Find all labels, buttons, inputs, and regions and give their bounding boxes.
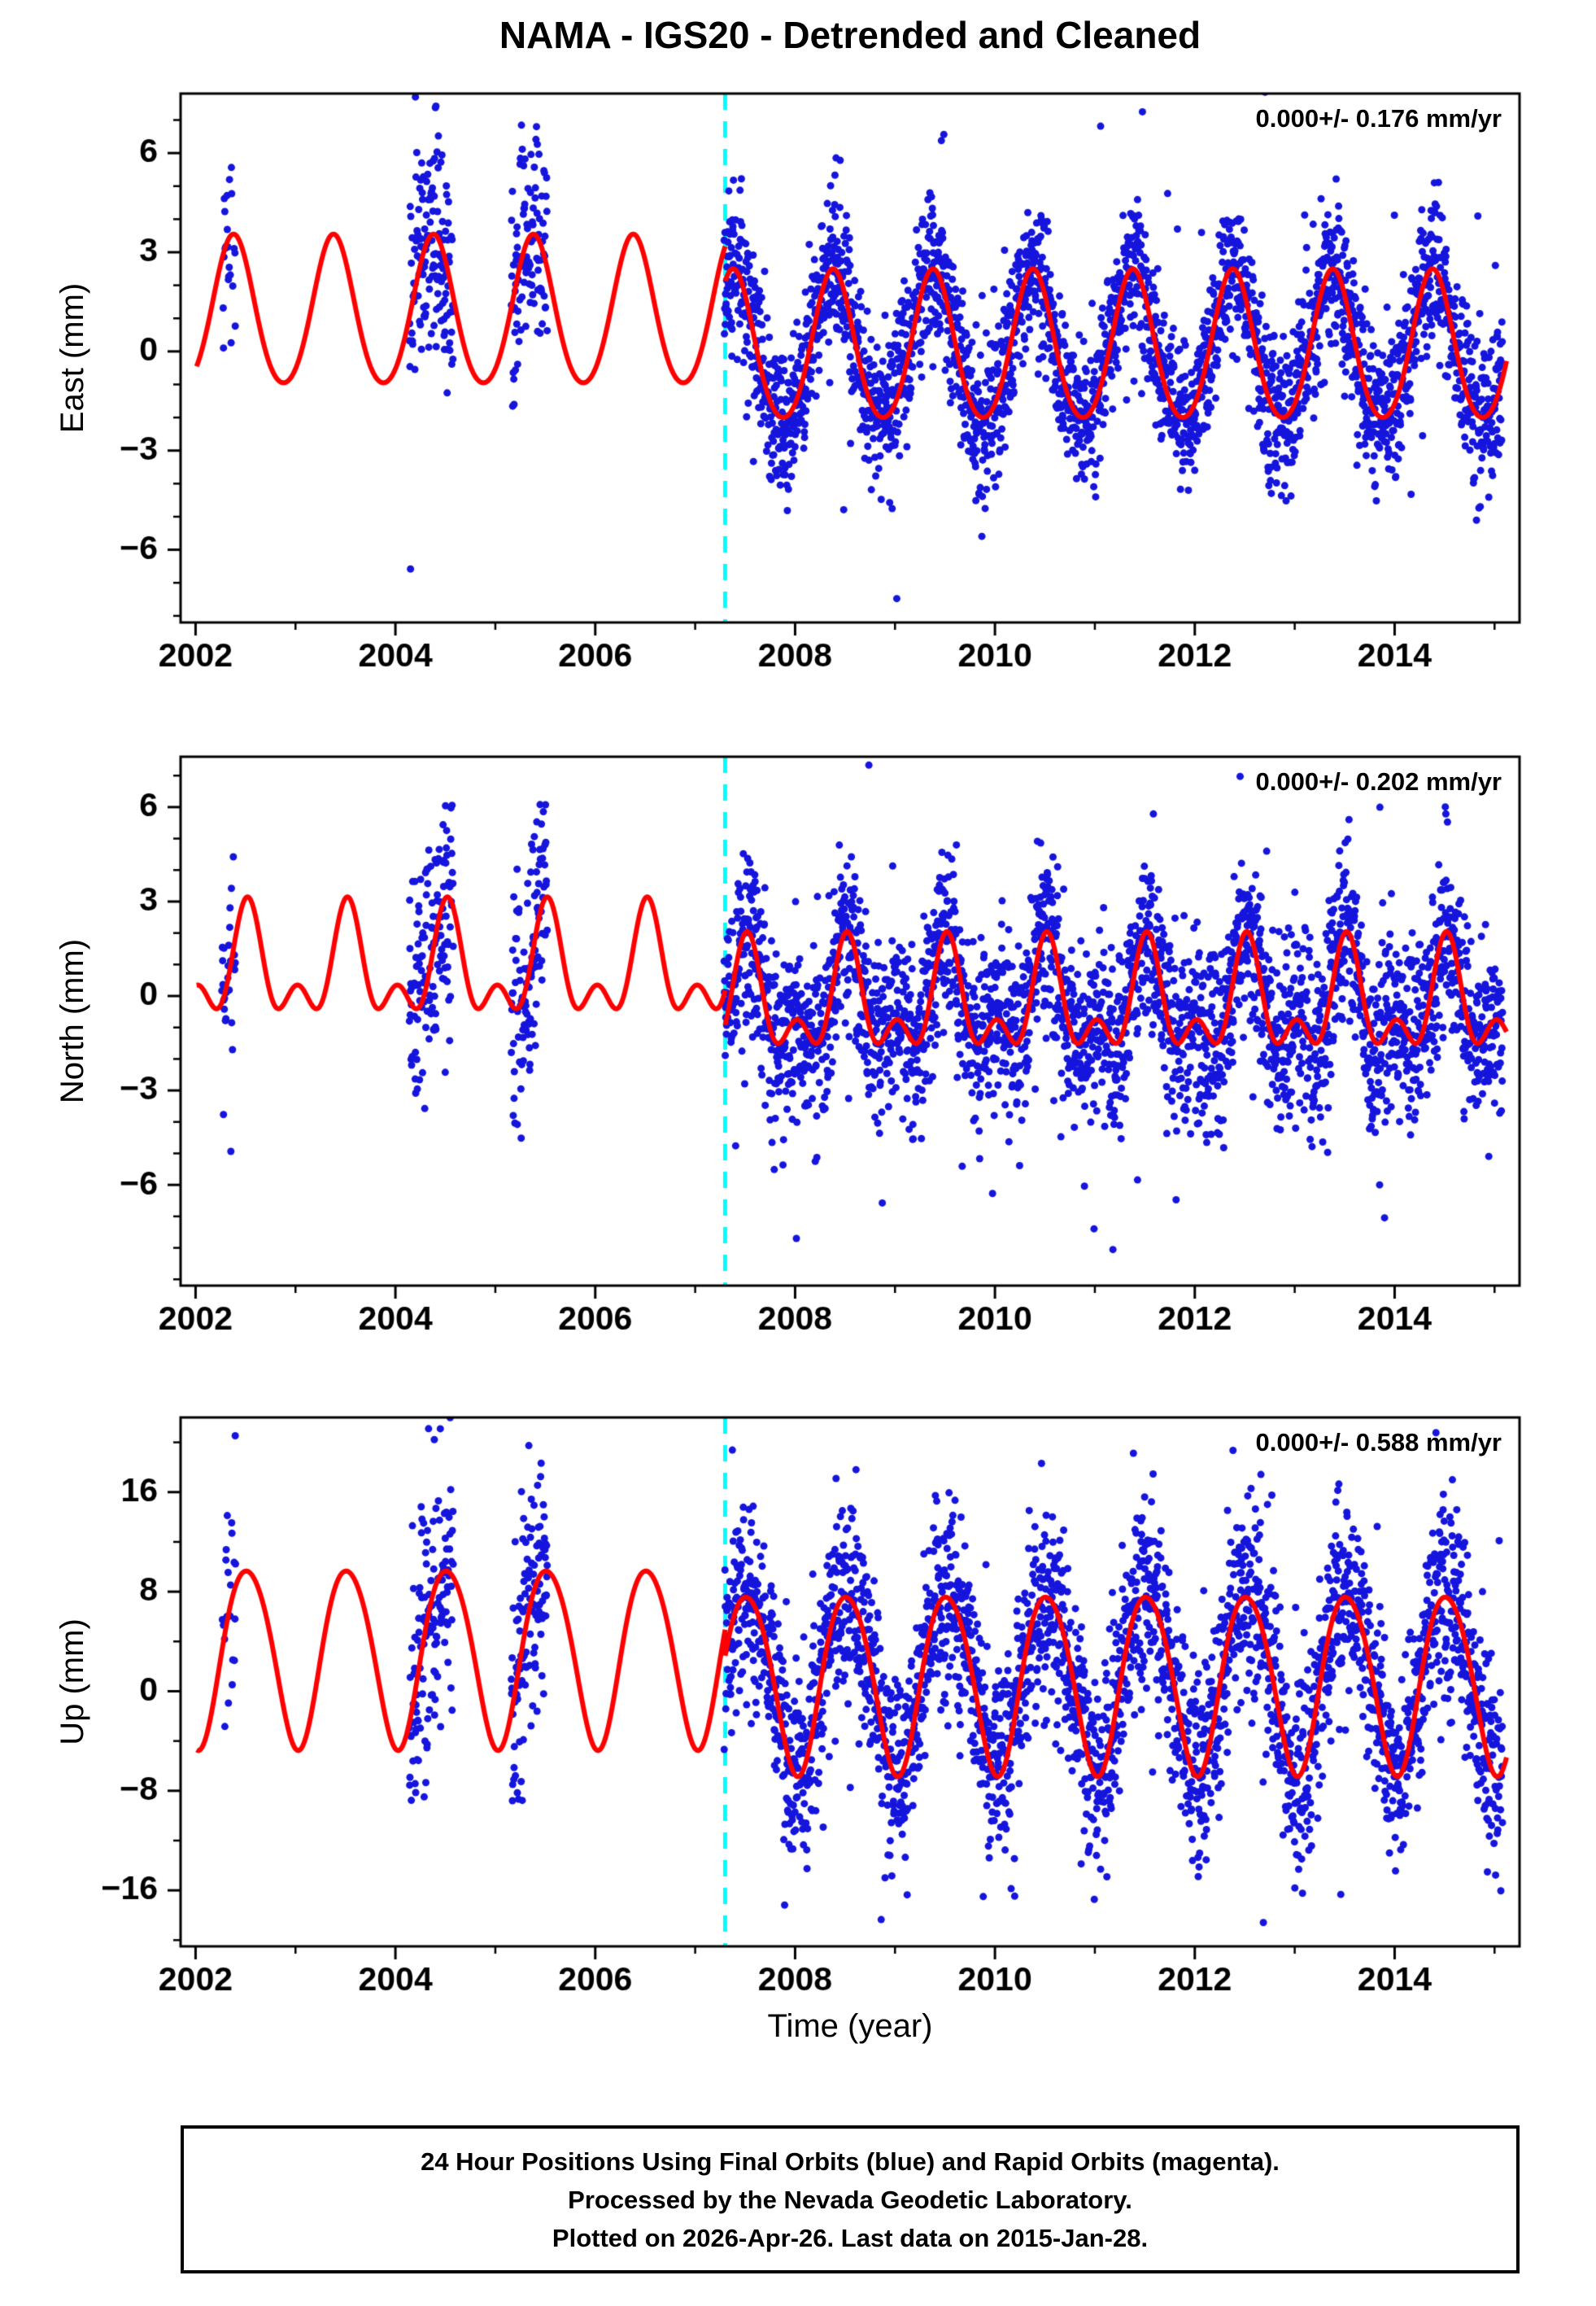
rate-annotation-north: 0.000+/- 0.202 mm/yr (1255, 767, 1502, 796)
x-axis-label: Time (year) (767, 2008, 933, 2044)
rate-annotation-up: 0.000+/- 0.588 mm/yr (1255, 1428, 1502, 1457)
y-axis-label-up: Up (mm) (55, 1618, 90, 1745)
rate-annotation-east: 0.000+/- 0.176 mm/yr (1255, 104, 1502, 133)
footer-line-2: Processed by the Nevada Geodetic Laborat… (568, 2185, 1132, 2214)
chart-title: NAMA - IGS20 - Detrended and Cleaned (499, 14, 1201, 56)
footer-line-3: Plotted on 2026-Apr-26. Last data on 201… (552, 2223, 1149, 2252)
footer-box: 24 Hour Positions Using Final Orbits (bl… (181, 2125, 1520, 2273)
footer-line-1: 24 Hour Positions Using Final Orbits (bl… (421, 2147, 1280, 2176)
y-axis-label-east: East (mm) (55, 282, 90, 434)
y-axis-label-north: North (mm) (55, 938, 90, 1104)
